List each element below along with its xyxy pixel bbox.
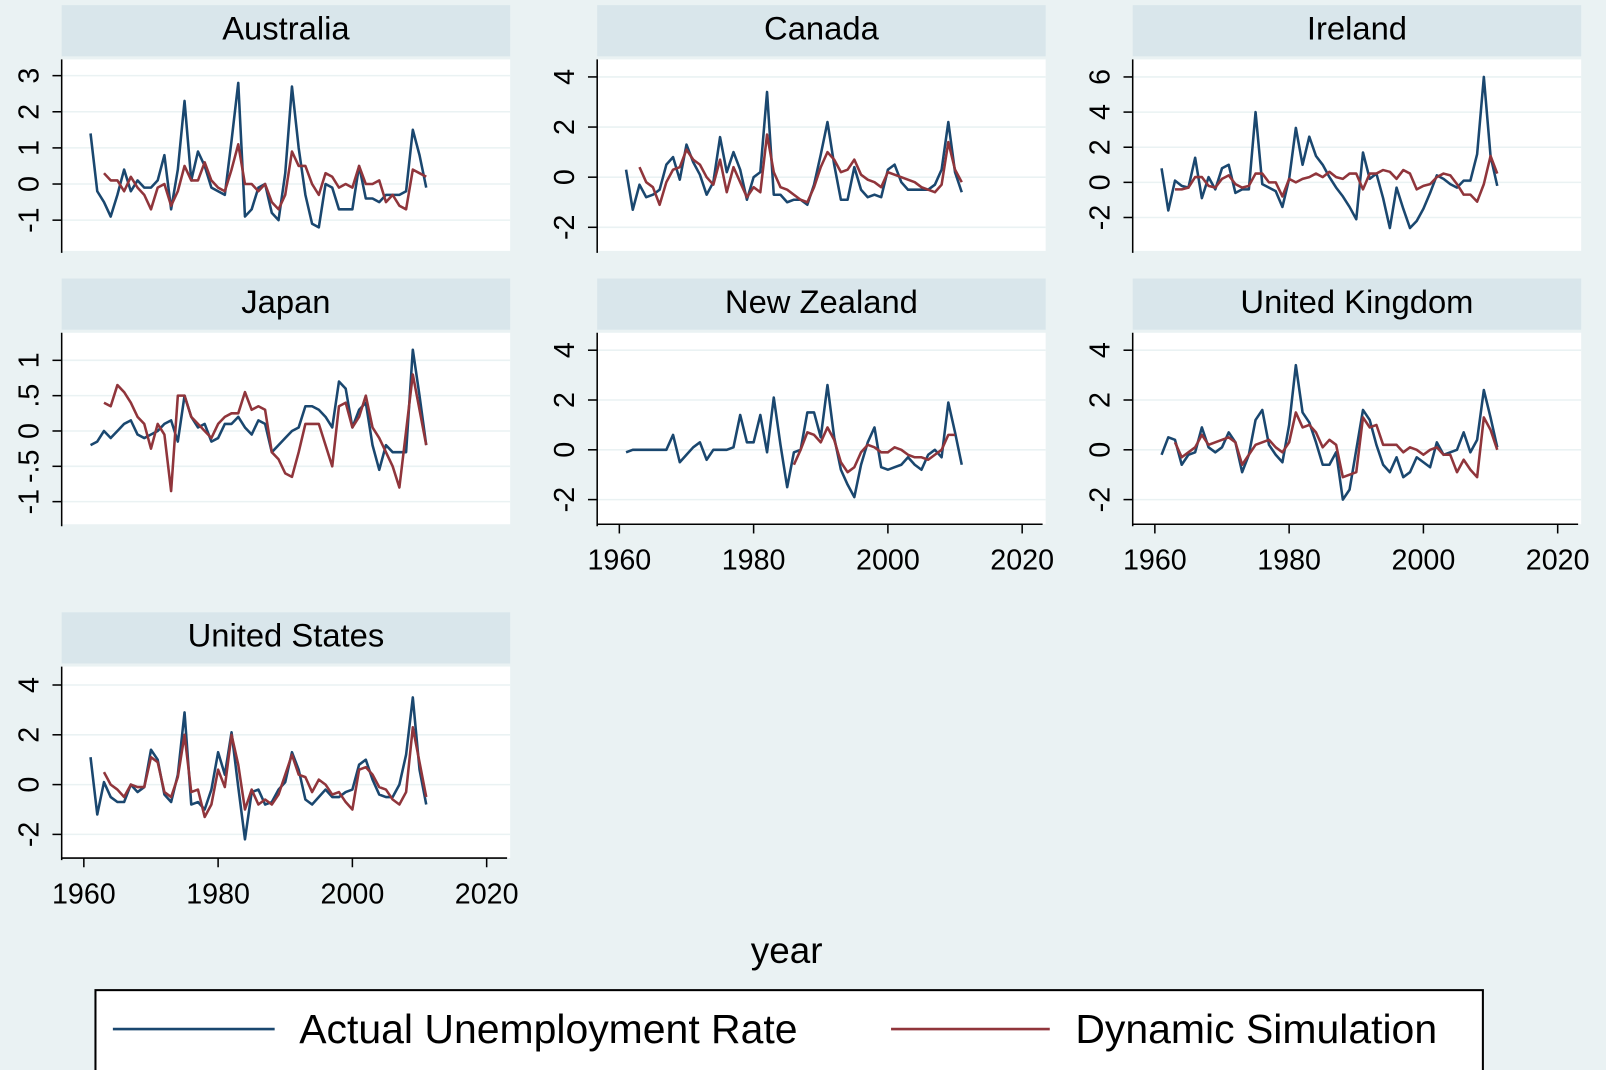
y-tick-label: .5 bbox=[14, 384, 46, 408]
y-tick-label: 2 bbox=[549, 119, 581, 135]
y-tick-label: 4 bbox=[549, 342, 581, 358]
legend-label: Dynamic Simulation bbox=[1075, 1006, 1437, 1052]
data-line bbox=[792, 426, 956, 474]
y-tick-label: 1 bbox=[14, 140, 46, 156]
y-tick-label: 0 bbox=[549, 169, 581, 185]
data-line bbox=[89, 81, 428, 229]
x-tick-label: 1960 bbox=[52, 879, 116, 911]
y-tick-label: 4 bbox=[14, 677, 46, 693]
y-tick-label: 0 bbox=[14, 777, 46, 793]
data-line bbox=[624, 90, 963, 212]
y-tick-label: 2 bbox=[1085, 392, 1117, 408]
panel-title-bar bbox=[1132, 278, 1582, 330]
panel-title: Ireland bbox=[1307, 9, 1407, 46]
y-tick-label: 2 bbox=[1085, 139, 1117, 155]
panel-title-bar bbox=[1132, 5, 1582, 57]
panel-title: Canada bbox=[764, 9, 880, 46]
panel-title-bar bbox=[61, 612, 511, 664]
y-tick-label: -2 bbox=[549, 215, 581, 240]
x-tick-label: 1980 bbox=[186, 879, 250, 911]
y-tick-label: -2 bbox=[1085, 205, 1117, 230]
data-line bbox=[638, 133, 963, 207]
y-tick-label: 0 bbox=[14, 423, 46, 439]
panel-title: United Kingdom bbox=[1240, 283, 1473, 320]
y-tick-label: 2 bbox=[549, 392, 581, 408]
y-tick-label: 2 bbox=[14, 727, 46, 743]
panel-title: Japan bbox=[241, 283, 330, 320]
legend bbox=[94, 989, 1484, 1070]
x-tick-label: 1960 bbox=[1123, 545, 1187, 577]
y-tick-label: 2 bbox=[14, 104, 46, 120]
y-tick-label: 6 bbox=[1085, 69, 1117, 85]
y-tick-label: -2 bbox=[549, 487, 581, 512]
x-tick-label: 1980 bbox=[1257, 545, 1321, 577]
y-tick-label: 0 bbox=[1085, 174, 1117, 190]
plot-area bbox=[61, 332, 511, 525]
y-tick-label: -2 bbox=[1085, 487, 1117, 512]
panel-title: New Zealand bbox=[725, 283, 918, 320]
x-tick-label: 2020 bbox=[990, 545, 1054, 577]
y-tick-label: 4 bbox=[549, 69, 581, 85]
data-line bbox=[1173, 411, 1499, 479]
panel-title: United States bbox=[188, 617, 385, 654]
plot-area bbox=[61, 666, 511, 859]
panel-title-bar bbox=[61, 278, 511, 330]
panel-title-bar bbox=[597, 278, 1046, 330]
panel-title: Australia bbox=[222, 9, 350, 46]
y-tick-label: 4 bbox=[1085, 342, 1117, 358]
y-tick-label: -1 bbox=[14, 489, 46, 514]
x-tick-label: 2020 bbox=[455, 879, 519, 911]
x-tick-label: 2000 bbox=[856, 545, 920, 577]
data-line bbox=[1175, 154, 1499, 203]
data-line bbox=[1160, 75, 1499, 230]
y-tick-label: 1 bbox=[14, 352, 46, 368]
data-line bbox=[102, 726, 428, 819]
plot-area bbox=[1132, 332, 1582, 525]
panel-title-bar bbox=[61, 5, 511, 57]
y-tick-label: -1 bbox=[14, 207, 46, 232]
data-line bbox=[103, 373, 428, 493]
y-tick-label: 0 bbox=[14, 176, 46, 192]
x-axis-label: year bbox=[751, 930, 823, 971]
panel-title-bar bbox=[597, 5, 1046, 57]
data-line bbox=[103, 143, 427, 211]
y-tick-label: 4 bbox=[1085, 104, 1117, 120]
x-tick-label: 2000 bbox=[321, 879, 385, 911]
plot-area bbox=[1132, 59, 1582, 251]
data-line bbox=[625, 383, 964, 499]
y-tick-label: -.5 bbox=[14, 450, 46, 483]
x-tick-label: 2020 bbox=[1526, 545, 1590, 577]
x-tick-label: 1980 bbox=[722, 545, 786, 577]
y-tick-label: -2 bbox=[14, 822, 46, 847]
y-tick-label: 0 bbox=[1085, 442, 1117, 458]
y-tick-label: 0 bbox=[549, 442, 581, 458]
x-tick-label: 2000 bbox=[1392, 545, 1456, 577]
x-tick-label: 1960 bbox=[587, 545, 651, 577]
legend-label: Actual Unemployment Rate bbox=[299, 1006, 797, 1052]
y-tick-label: 3 bbox=[14, 68, 46, 84]
